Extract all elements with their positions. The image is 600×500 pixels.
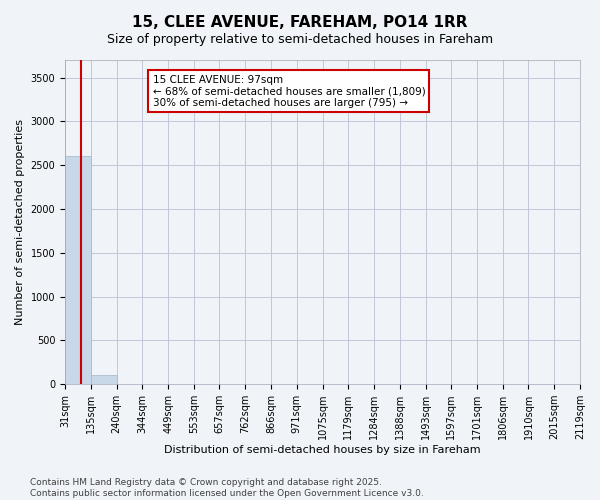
Text: Size of property relative to semi-detached houses in Fareham: Size of property relative to semi-detach… <box>107 32 493 46</box>
Bar <box>91 374 116 384</box>
Y-axis label: Number of semi-detached properties: Number of semi-detached properties <box>15 119 25 325</box>
Bar <box>65 156 91 384</box>
Text: Contains HM Land Registry data © Crown copyright and database right 2025.
Contai: Contains HM Land Registry data © Crown c… <box>30 478 424 498</box>
Text: 15 CLEE AVENUE: 97sqm
← 68% of semi-detached houses are smaller (1,809)
30% of s: 15 CLEE AVENUE: 97sqm ← 68% of semi-deta… <box>152 74 425 108</box>
X-axis label: Distribution of semi-detached houses by size in Fareham: Distribution of semi-detached houses by … <box>164 445 481 455</box>
Text: 15, CLEE AVENUE, FAREHAM, PO14 1RR: 15, CLEE AVENUE, FAREHAM, PO14 1RR <box>132 15 468 30</box>
